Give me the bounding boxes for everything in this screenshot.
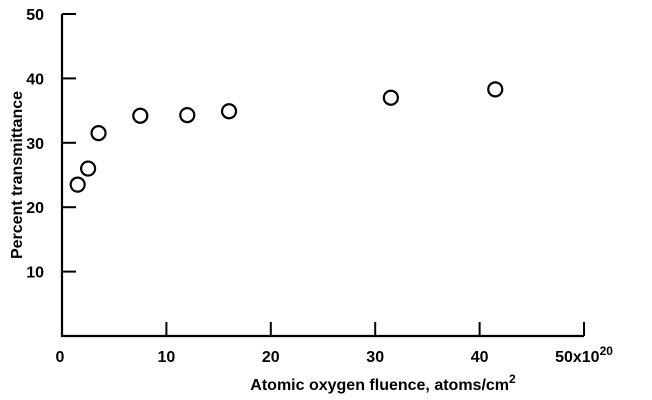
y-tick-label: 20 [26,200,44,217]
x-axis-title: Atomic oxygen fluence, atoms/cm2 [250,372,516,394]
y-tick-label: 50 [26,7,44,24]
data-point [220,103,238,120]
x-ticks: 0 10 20 30 40 50x1020 [56,322,613,366]
data-point [487,81,504,98]
y-axis-title: Percent transmittance [9,91,26,259]
x-tick-label: 40 [471,349,489,366]
y-tick-label: 40 [26,71,44,88]
x-tick-label: 20 [262,349,280,366]
data-point [79,160,97,177]
x-tick-label: 30 [366,349,384,366]
y-ticks: 10 20 30 40 50 [26,7,76,282]
x-tick-label: 50x1020 [555,344,613,366]
x-axis-title-superscript: 2 [509,372,516,386]
x-tick-label: 10 [158,349,176,366]
data-points [69,81,504,193]
data-point [382,89,399,106]
y-tick-label: 10 [26,265,44,282]
data-point [132,107,149,124]
x-axis-title-text: Atomic oxygen fluence, atoms/cm [250,377,509,394]
axes [60,14,584,338]
data-point [69,176,86,193]
x-tick-label: 0 [56,349,65,366]
data-point [179,107,196,124]
data-point [90,125,107,142]
y-tick-label: 30 [26,136,44,153]
